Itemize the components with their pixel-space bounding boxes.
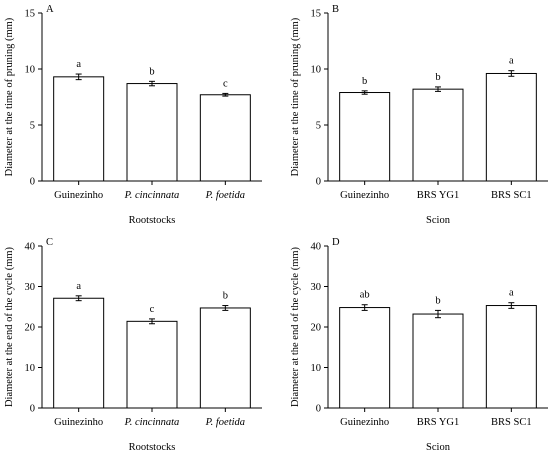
x-tick-label: BRS YG1 [417,190,460,201]
y-tick-label: 40 [311,242,322,253]
bar [199,94,251,182]
x-tick-label: P. foetida [205,190,245,201]
significance-letter: b [435,295,440,306]
y-tick-label: 15 [311,9,322,20]
x-axis-title: Scion [426,215,451,226]
y-tick-label: 10 [25,363,36,374]
y-tick-label: 20 [311,323,322,334]
bar [53,297,105,409]
chart-panel-c: 0 10 20 30 40 a Guinezinho c P. cincinnata b P. fo… [4,237,262,453]
y-tick-label: 0 [30,177,35,188]
y-axis-title: Diameter at the end of the cycle (mm) [4,246,15,407]
x-tick-label: P. cincinnata [124,190,180,201]
y-axis-title: Diameter at the time of pruning (mm) [290,17,301,176]
panel-letter: B [332,4,339,15]
bar [126,83,178,182]
x-axis-title: Scion [426,442,451,453]
bar [412,88,464,182]
significance-letter: b [223,291,228,302]
significance-letter: a [509,56,514,67]
panel-letter: A [46,4,54,15]
significance-letter: b [362,76,367,87]
panel-letter: C [46,237,53,248]
y-tick-label: 10 [311,363,322,374]
y-axis-title: Diameter at the end of the cycle (mm) [290,246,301,407]
x-tick-label: Guinezinho [54,190,103,201]
panel-letter: D [332,237,340,248]
y-tick-label: 15 [25,9,36,20]
chart-panel-d: 0 10 20 30 40 ab Guinezinho b BRS YG1 a BRS SC1 Sci… [290,237,548,453]
y-tick-label: 40 [25,242,36,253]
x-tick-label: BRS YG1 [417,417,460,428]
bar [485,305,537,409]
bar [339,92,391,182]
significance-letter: a [76,59,81,70]
significance-letter: a [76,281,81,292]
chart-panel-b: 0 5 10 15 b Guinezinho b BRS YG1 a BRS SC1 Scion Di… [290,4,548,226]
y-tick-label: 10 [25,65,36,76]
significance-letter: c [150,304,155,315]
y-tick-label: 30 [25,282,36,293]
x-tick-label: Guinezinho [54,417,103,428]
significance-letter: c [223,78,228,89]
bar [339,307,391,409]
x-tick-label: P. foetida [205,417,245,428]
x-tick-label: Guinezinho [340,417,389,428]
significance-letter: b [149,66,154,77]
x-axis-title: Rootstocks [129,442,176,453]
y-axis-title: Diameter at the time of pruning (mm) [4,17,15,176]
y-tick-label: 5 [316,121,321,132]
y-tick-label: 10 [311,65,322,76]
bar [126,320,178,409]
x-tick-label: Guinezinho [340,190,389,201]
bar [485,72,537,182]
significance-letter: ab [360,290,370,301]
x-tick-label: P. cincinnata [124,417,180,428]
bar [199,307,251,409]
bar [53,76,105,182]
y-tick-label: 0 [316,177,321,188]
y-tick-label: 5 [30,121,35,132]
x-axis-title: Rootstocks [129,215,176,226]
x-tick-label: BRS SC1 [491,190,532,201]
y-tick-label: 0 [316,404,321,415]
y-tick-label: 20 [25,323,36,334]
chart-panel-a: 0 5 10 15 a Guinezinho b P. cincinnata c P. foeti… [4,4,262,226]
significance-letter: b [435,72,440,83]
y-tick-label: 30 [311,282,322,293]
y-tick-label: 0 [30,404,35,415]
bar [412,313,464,409]
significance-letter: a [509,288,514,299]
x-tick-label: BRS SC1 [491,417,532,428]
